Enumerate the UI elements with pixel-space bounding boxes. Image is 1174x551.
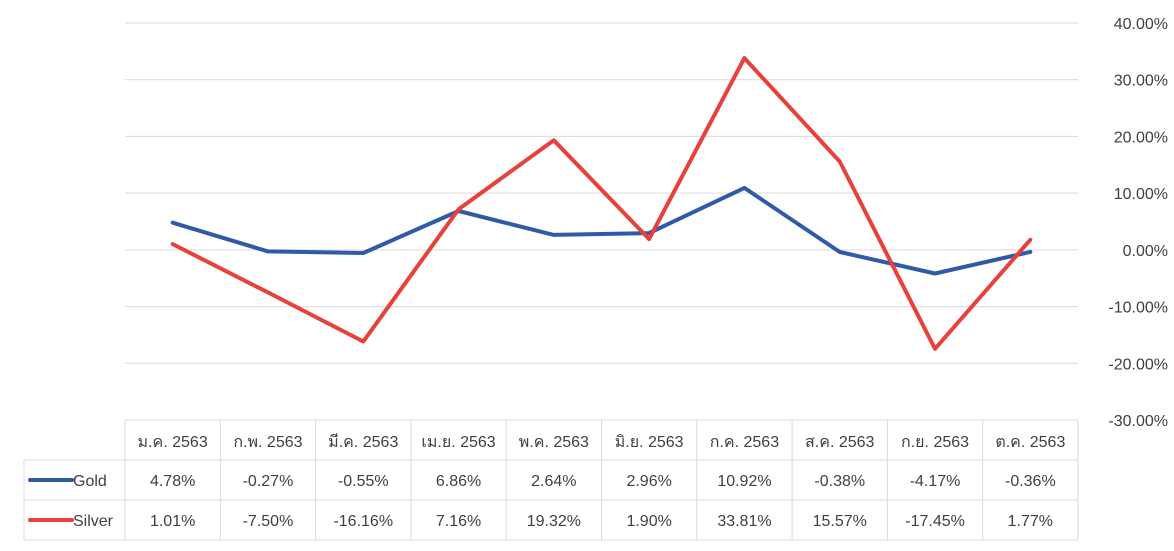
y-tick-label: 0.00% (1123, 243, 1168, 260)
data-table: ม.ค. 2563 ก.พ. 2563 มี.ค. 2563 เม.ย. 2563 พ.… (23, 419, 1079, 541)
data-label: 6.86% (436, 473, 481, 490)
y-tick-label: 40.00% (1114, 16, 1168, 33)
y-tick-label: 30.00% (1114, 73, 1168, 90)
data-label: 33.81% (717, 513, 771, 530)
category-label: มี.ค. 2563 (328, 433, 398, 451)
data-label: 15.57% (813, 513, 867, 530)
y-tick-label: -10.00% (1108, 300, 1168, 317)
y-axis-ticks: 40.00% 30.00% 20.00% 10.00% 0.00% -10.00% -20.… (1108, 16, 1168, 430)
category-label: ก.ค. 2563 (710, 434, 779, 451)
legend-label-gold: Gold (73, 473, 107, 490)
data-label: -7.50% (243, 513, 294, 530)
series-line-gold (170, 185, 1033, 276)
y-tick-label: -30.00% (1108, 413, 1168, 430)
data-label: 7.16% (436, 513, 481, 530)
category-label: ก.ย. 2563 (901, 434, 969, 451)
category-label: พ.ค. 2563 (519, 434, 589, 451)
data-label: 2.64% (531, 473, 576, 490)
data-label: 1.77% (1008, 513, 1053, 530)
data-label: -0.27% (243, 473, 294, 490)
data-label: -16.16% (333, 513, 393, 530)
data-label: 1.90% (626, 513, 671, 530)
category-label: ม.ค. 2563 (138, 434, 208, 451)
category-label: ต.ค. 2563 (995, 434, 1065, 451)
y-tick-label: 10.00% (1114, 186, 1168, 203)
data-label: 10.92% (717, 473, 771, 490)
data-label: -4.17% (910, 473, 961, 490)
series-line-silver (170, 56, 1033, 351)
y-tick-label: 20.00% (1114, 129, 1168, 146)
category-label: ส.ค. 2563 (805, 434, 875, 451)
legend-label-silver: Silver (73, 513, 114, 530)
data-label: -17.45% (905, 513, 965, 530)
gridlines (125, 22, 1078, 364)
data-label: 2.96% (626, 473, 671, 490)
data-label: -0.55% (338, 473, 389, 490)
data-label: 4.78% (150, 473, 195, 490)
data-label: -0.36% (1005, 473, 1056, 490)
category-label: ก.พ. 2563 (233, 434, 302, 451)
category-label: เม.ย. 2563 (421, 434, 495, 451)
series-lines (170, 56, 1033, 351)
data-label: -0.38% (814, 473, 865, 490)
data-label: 1.01% (150, 513, 195, 530)
y-tick-label: -20.00% (1108, 356, 1168, 373)
data-label: 19.32% (527, 513, 581, 530)
category-label: มิ.ย. 2563 (615, 434, 684, 451)
